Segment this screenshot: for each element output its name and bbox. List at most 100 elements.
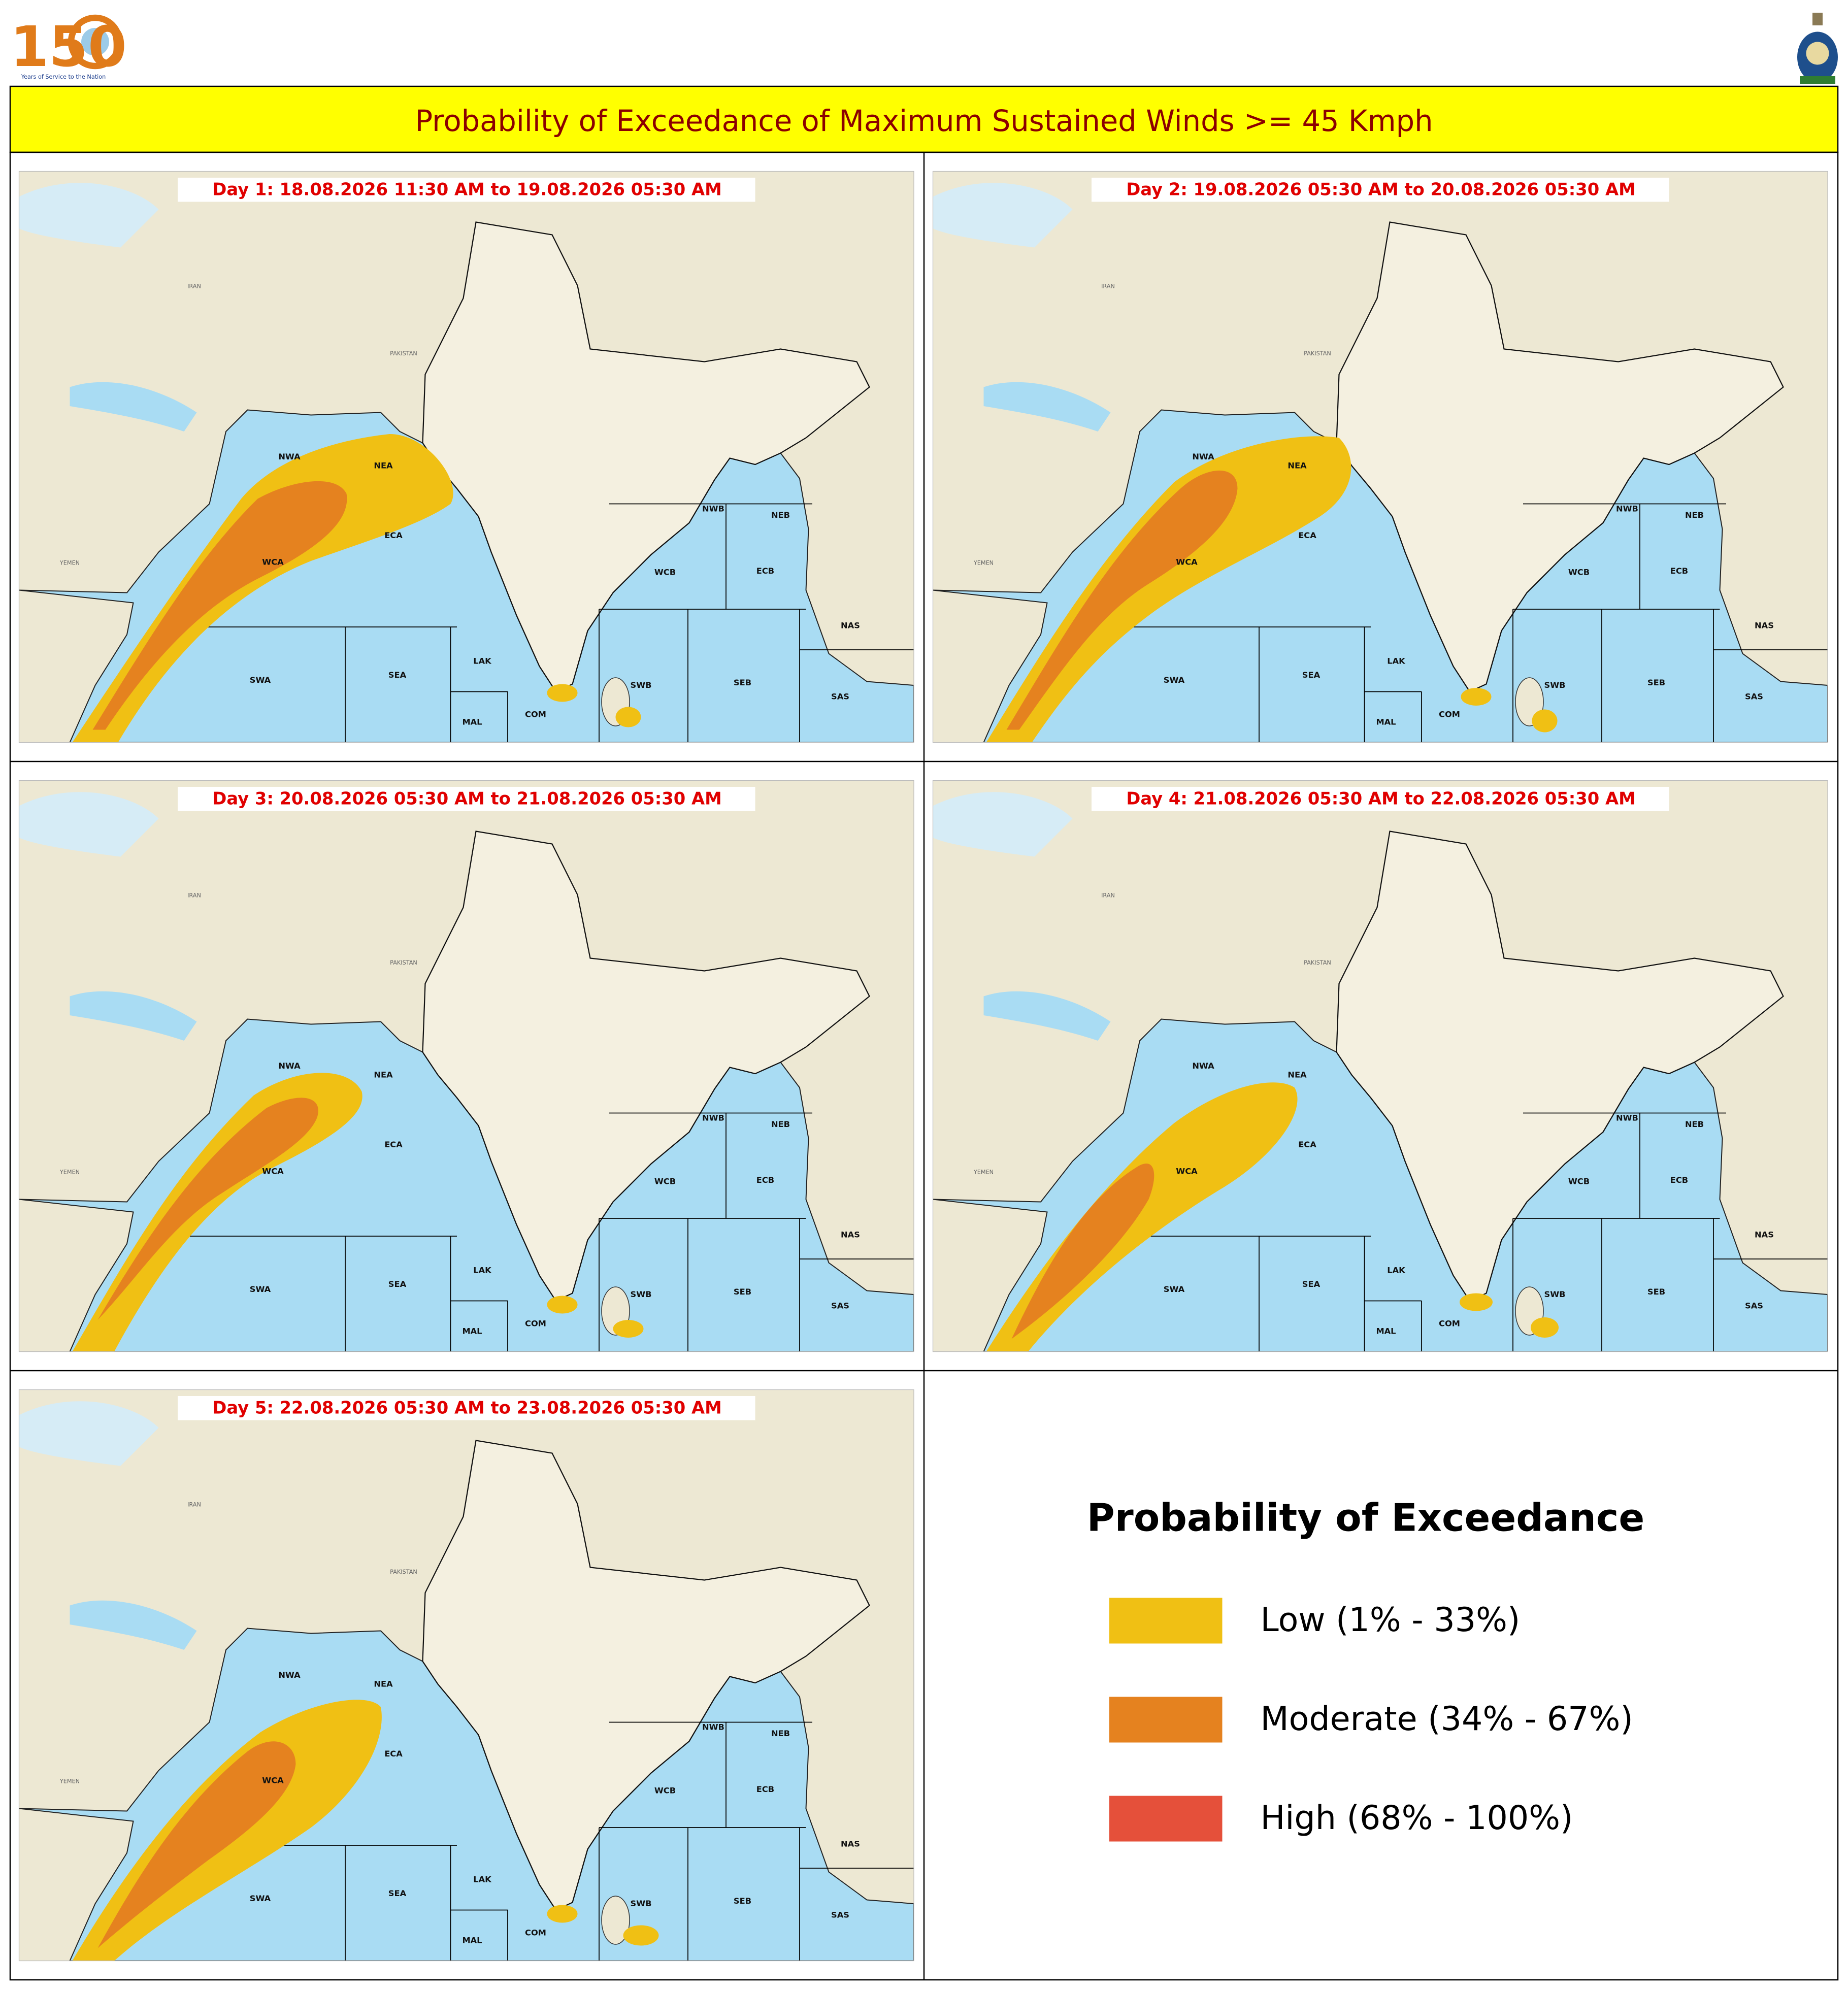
country-label: PAKISTAN <box>390 350 417 357</box>
low-probability-area <box>623 1925 659 1946</box>
emblem-inner <box>1806 42 1829 65</box>
region-label: NAS <box>841 1839 860 1849</box>
day-label: Day 1: 18.08.2026 11:30 AM to 19.08.2026… <box>212 180 721 200</box>
low-probability-area <box>547 1296 578 1314</box>
map-border <box>932 780 1828 1352</box>
region-label: COM <box>1439 1319 1460 1329</box>
map-border <box>18 1389 914 1962</box>
legend-swatch <box>1109 1796 1223 1842</box>
region-label: SAS <box>1745 692 1763 702</box>
region-label: SEB <box>1647 678 1665 687</box>
region-label: WCA <box>1176 557 1198 567</box>
region-label: SWB <box>1544 1289 1565 1299</box>
moderate-probability-area <box>1006 470 1238 730</box>
day-label-bg <box>1092 787 1669 811</box>
region-label: MAL <box>1376 1326 1396 1336</box>
country-label: PAKISTAN <box>1304 350 1331 357</box>
region-label: NWA <box>278 1670 301 1680</box>
map: IRAN PAKISTAN YEMEN NWA NEA ECA WCA SWA SEA LAK MA… <box>19 1389 914 1961</box>
title: Probability of Exceedance of Maximum Sus… <box>415 104 1433 138</box>
region-label: MAL <box>1376 717 1396 727</box>
gulf <box>933 792 1073 857</box>
region-label: SEA <box>1302 670 1321 680</box>
region-label: ECB <box>1670 566 1688 576</box>
day-label-bg <box>178 1396 755 1420</box>
gulf <box>19 183 159 248</box>
region-label: ECB <box>756 1175 774 1185</box>
region-label: SAS <box>1745 1301 1763 1311</box>
country-label: YEMEN <box>973 560 994 567</box>
region-label: WCA <box>262 557 284 567</box>
india-region <box>422 831 870 1302</box>
region-label: SAS <box>831 1301 849 1311</box>
gulf <box>70 991 197 1041</box>
country-label: YEMEN <box>59 1778 80 1785</box>
day-label: Day 2: 19.08.2026 05:30 AM to 20.08.2026… <box>1126 180 1635 200</box>
region-label: NEA <box>1288 1070 1307 1080</box>
title-bar <box>9 85 1839 153</box>
emblem-base <box>1800 76 1835 84</box>
low-probability-area <box>986 436 1351 743</box>
low-probability-area <box>547 684 578 702</box>
region-label: NEB <box>1685 1119 1704 1129</box>
region-label: COM <box>1439 710 1460 719</box>
gulf <box>983 991 1111 1041</box>
logo-text: 150 <box>10 14 127 79</box>
logo-ring <box>68 14 123 70</box>
region-label: NWA <box>278 1061 301 1071</box>
low-probability-area <box>1460 1293 1493 1311</box>
region-label: NAS <box>1755 1230 1774 1240</box>
region-label: WCB <box>654 1786 676 1796</box>
map-panel: IRAN PAKISTAN YEMEN NWA NEA ECA WCA SWA SEA LAK MA… <box>932 780 1828 1352</box>
region-label: SWA <box>250 1894 271 1903</box>
region-label: SEA <box>388 1279 407 1289</box>
legend-swatch <box>1109 1598 1223 1644</box>
region-label: NEB <box>771 510 790 520</box>
day-label: Day 4: 21.08.2026 05:30 AM to 22.08.2026… <box>1126 789 1635 809</box>
country-label: IRAN <box>1101 892 1115 899</box>
region-label: ECA <box>384 1140 403 1149</box>
map-panel: IRAN PAKISTAN YEMEN NWA NEA ECA WCA SWA SEA LAK MA… <box>18 1389 914 1962</box>
low-probability-area <box>1531 1317 1559 1338</box>
india-region <box>422 1440 870 1911</box>
region-label: MAL <box>462 1326 482 1336</box>
gulf <box>19 1401 159 1466</box>
region-label: NAS <box>1755 621 1774 631</box>
region-label: ECA <box>384 1749 403 1759</box>
map: IRAN PAKISTAN YEMEN NWA NEA ECA WCA SWA SEA LAK MA… <box>933 780 1828 1352</box>
region-label: ECB <box>756 1784 774 1794</box>
region-label: LAK <box>473 656 492 666</box>
day-label-bg <box>178 787 755 811</box>
gulf <box>933 183 1073 248</box>
region-label: SEB <box>734 678 751 687</box>
legend-swatch <box>1109 1697 1223 1743</box>
day-label: Day 3: 20.08.2026 05:30 AM to 21.08.2026… <box>212 789 721 809</box>
map-border <box>932 171 1828 743</box>
region-label: NWB <box>702 1722 724 1732</box>
region-label: NWA <box>1192 452 1214 461</box>
legend: Probability of Exceedance Low (1% - 33%)… <box>1087 1496 1644 1842</box>
region-label: COM <box>525 1928 546 1938</box>
country-label: IRAN <box>187 283 201 290</box>
sri-lanka <box>601 1896 630 1945</box>
region-label: NEA <box>374 1070 393 1080</box>
gulf <box>19 792 159 857</box>
map-border <box>18 780 914 1352</box>
country-label: YEMEN <box>973 1169 994 1176</box>
country-label: YEMEN <box>59 1169 80 1176</box>
region-label: NWB <box>702 1113 724 1123</box>
region-label: NWA <box>278 452 301 461</box>
moderate-probability-area <box>97 1098 318 1320</box>
legend-label: Low (1% - 33%) <box>1261 1601 1521 1639</box>
logo-globe <box>81 28 109 56</box>
emblem-top <box>1812 13 1823 25</box>
map-panel: IRAN PAKISTAN YEMEN NWA NEA ECA WCA SWA SEA LAK MA… <box>932 171 1828 743</box>
low-probability-area <box>72 434 453 743</box>
region-label: SEA <box>1302 1279 1321 1289</box>
map: IRAN PAKISTAN YEMEN NWA NEA ECA WCA SWA SEA LAK MA… <box>19 171 914 743</box>
region-label: SWB <box>1544 680 1565 690</box>
region-label: NEB <box>771 1119 790 1129</box>
day-label-bg <box>178 178 755 202</box>
legend-label: Moderate (34% - 67%) <box>1261 1700 1633 1738</box>
region-label: SEB <box>734 1287 751 1297</box>
